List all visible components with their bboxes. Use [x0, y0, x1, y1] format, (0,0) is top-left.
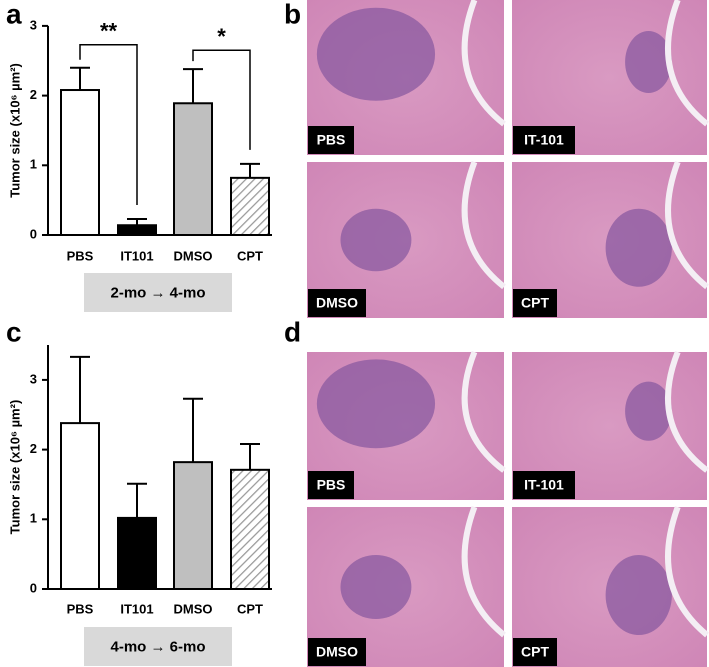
x-tick-label: IT101 [120, 248, 153, 263]
subtitle: 2-mo → 4-mo [110, 284, 205, 301]
bar [230, 176, 270, 236]
tumor-region [605, 555, 672, 635]
subtitle-box [84, 627, 232, 666]
micrograph-label-box [308, 638, 366, 666]
y-axis-label: Tumor size (x10⁶ µm²) [7, 400, 22, 535]
x-tick-label: DMSO [174, 248, 213, 263]
significance-bracket [79, 43, 138, 205]
micrograph-label-box [513, 638, 557, 666]
bar [173, 461, 213, 590]
tumor-region [625, 381, 672, 441]
tumor-region [625, 31, 672, 93]
panel-label: c [6, 316, 22, 347]
tumor-region [316, 7, 436, 101]
micrograph-label-box [308, 471, 354, 499]
subtitle-box [84, 273, 232, 312]
tissue-fold [461, 350, 506, 473]
bar [60, 89, 100, 236]
significance-label: ** [100, 19, 118, 44]
tissue-fold [665, 505, 709, 638]
tissue-fold [665, 160, 709, 290]
bar [117, 516, 157, 591]
tumor-region [340, 208, 412, 272]
micrograph-label-box [513, 126, 575, 154]
panel-label: b [284, 0, 301, 29]
x-tick-label: CPT [237, 248, 263, 263]
significance-bracket [192, 49, 251, 150]
tissue-fold [461, 0, 506, 127]
y-axis-label: Tumor size (x10⁶ µm²) [7, 63, 22, 198]
micrograph-label-box [513, 289, 557, 317]
subtitle: 4-mo → 6-mo [110, 638, 205, 655]
y-tick-label: 3 [30, 17, 37, 32]
significance-label: * [217, 24, 226, 49]
micrograph-label: CPT [521, 295, 549, 311]
y-tick-label: 0 [30, 226, 37, 241]
x-tick-label: CPT [237, 601, 263, 616]
x-tick-label: IT101 [120, 601, 153, 616]
tissue-fold [665, 0, 709, 127]
tissue-fold [665, 350, 709, 473]
y-tick-label: 2 [30, 87, 37, 102]
y-tick-label: 1 [30, 157, 37, 172]
tumor-region [316, 359, 436, 449]
micrograph-label: DMSO [316, 644, 358, 660]
micrograph-label: IT-101 [524, 477, 564, 493]
y-tick-label: 2 [30, 441, 37, 456]
micrograph-label-box [513, 471, 575, 499]
x-tick-label: PBS [67, 601, 94, 616]
micrograph-label-box [308, 289, 366, 317]
bar [60, 422, 100, 591]
bar [230, 468, 270, 590]
tumor-region [340, 555, 412, 619]
tissue-fold [461, 505, 506, 638]
micrograph-label: DMSO [316, 295, 358, 311]
y-tick-label: 1 [30, 511, 37, 526]
bar [117, 224, 157, 237]
x-tick-label: PBS [67, 248, 94, 263]
micrograph-label: IT-101 [524, 132, 564, 148]
x-tick-label: DMSO [174, 601, 213, 616]
micrograph-label: PBS [317, 132, 346, 148]
y-tick-label: 0 [30, 580, 37, 595]
panel-label: a [6, 0, 22, 29]
micrograph-label-box [308, 126, 354, 154]
panel-label: d [284, 316, 301, 347]
tumor-region [605, 208, 672, 287]
tissue-fold [461, 160, 506, 290]
micrograph-label: CPT [521, 644, 549, 660]
micrograph-label: PBS [317, 477, 346, 493]
y-tick-label: 3 [30, 371, 37, 386]
bar [173, 102, 213, 236]
